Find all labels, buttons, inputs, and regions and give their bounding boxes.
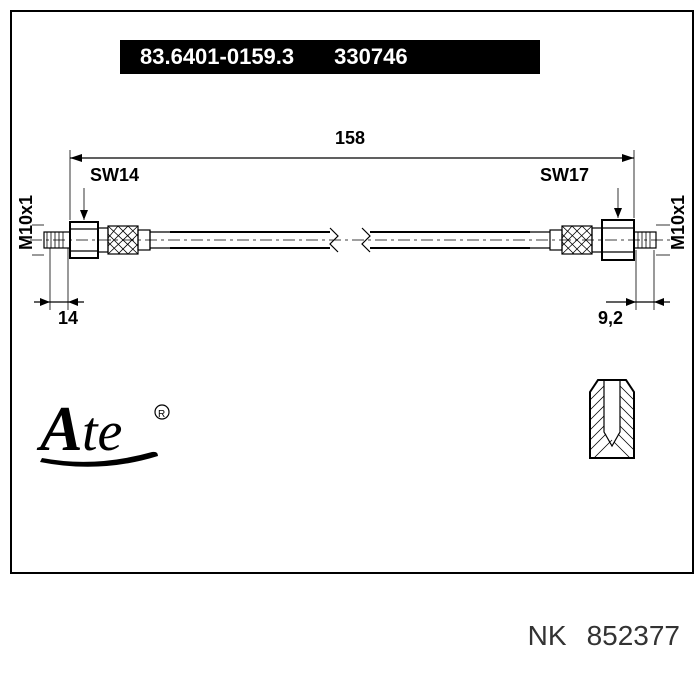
dim-sw17 — [614, 188, 622, 218]
caption-brand: NK — [528, 620, 567, 652]
svg-text:te: te — [82, 401, 122, 463]
detail-section — [590, 380, 634, 458]
svg-text:R: R — [158, 409, 165, 420]
caption-bar: NK 852377 — [0, 620, 700, 652]
svg-text:A: A — [36, 393, 83, 464]
ate-logo: A te R — [36, 393, 169, 467]
dim-sw14 — [80, 188, 88, 220]
dim-length — [70, 150, 634, 220]
hose-drawing: A te R — [10, 10, 690, 570]
caption-code: 852377 — [587, 620, 680, 652]
